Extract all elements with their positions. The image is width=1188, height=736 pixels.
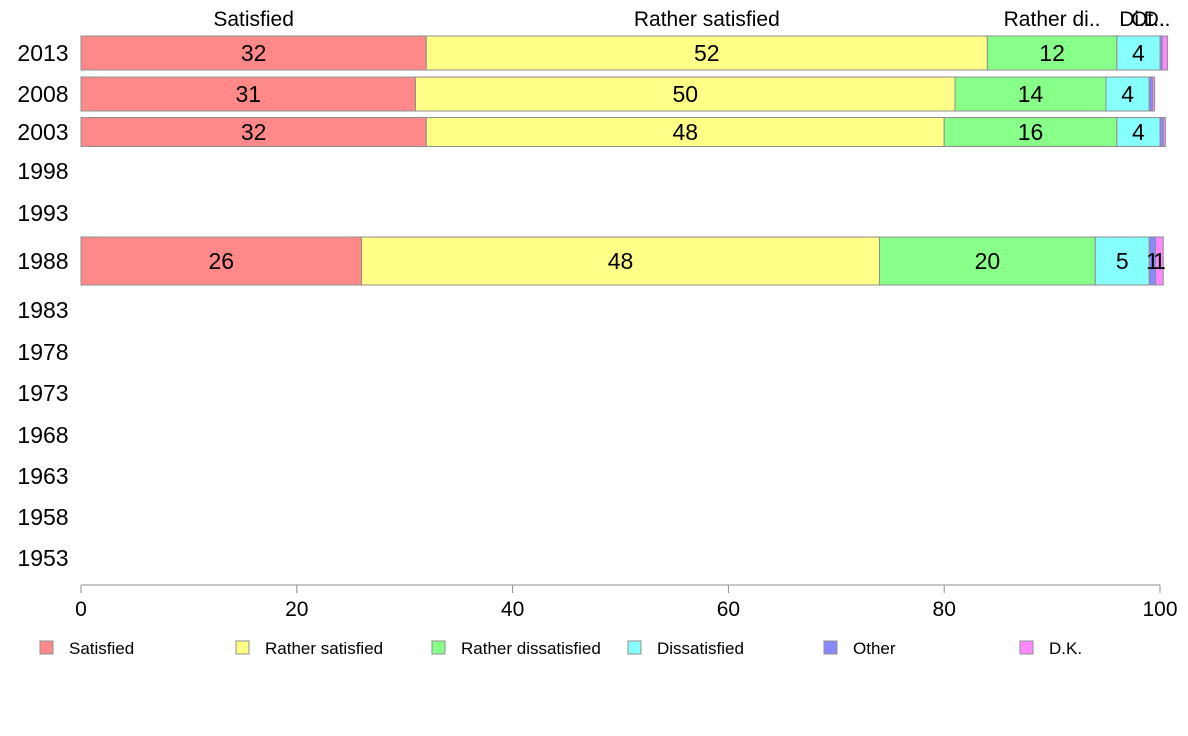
bar-data-label: 31 [235, 81, 261, 107]
legend: Satisfied Rather satisfied Rather dissatis… [39, 639, 1082, 658]
bar-segment [954, 76, 1107, 112]
y-tick-label: 1993 [17, 200, 68, 226]
bar-segment [425, 117, 945, 147]
bar-data-label: 48 [608, 248, 634, 274]
bars-group: 32 52 12 431 50 14 432 48 16 426 48 20 5 11 [80, 35, 1169, 286]
y-tick-label: 1953 [17, 545, 68, 571]
bar-data-label: 26 [208, 248, 234, 274]
x-axis: 0 20 40 60 80 100 [75, 584, 1178, 621]
y-tick-label: 1998 [17, 158, 68, 184]
bar-data-label: 52 [694, 40, 720, 66]
bar-segment [1151, 76, 1156, 112]
bar-data-label: 32 [241, 40, 267, 66]
x-tick-label: 40 [501, 598, 524, 621]
legend-swatch [627, 640, 642, 655]
x-tick-label: 60 [717, 598, 740, 621]
bar-segment [414, 76, 956, 112]
series-top-label: Rather di.. [1004, 8, 1101, 31]
series-top-label: Rather satisfied [634, 8, 780, 31]
x-tick-label: 20 [285, 598, 308, 621]
bar-segment [1116, 35, 1161, 71]
bar-segment [1162, 117, 1166, 147]
bar-data-label: 14 [1018, 81, 1044, 107]
y-tick-label: 2008 [17, 81, 68, 107]
bar-segment [80, 35, 427, 71]
y-tick-label: 1958 [17, 504, 68, 530]
y-axis-tick-labels: 2013 2008 2003 1998 1993 1988 1983 1978 1973 1968… [17, 40, 68, 571]
series-top-label: Ot.. [1131, 8, 1165, 31]
legend-label: Rather dissatisfied [461, 639, 601, 658]
bar-segment [1116, 117, 1161, 147]
x-tick-label: 80 [933, 598, 956, 621]
legend-swatch [235, 640, 250, 655]
bar-segment [80, 76, 416, 112]
y-tick-label: 1988 [17, 248, 68, 274]
series-top-label: D.. [1144, 8, 1171, 31]
legend-label: Dissatisfied [657, 639, 744, 658]
series-top-label: Satisfied [213, 8, 294, 31]
y-tick-label: 2013 [17, 40, 68, 66]
bar-data-label: 12 [1039, 40, 1065, 66]
bar-segment [986, 35, 1118, 71]
legend-swatch [39, 640, 54, 655]
bar-data-label: 16 [1018, 119, 1044, 145]
bar-data-label: 5 [1116, 248, 1129, 274]
x-tick-label: 0 [75, 598, 87, 621]
legend-label: Rather satisfied [265, 639, 383, 658]
bar-data-label: 1 [1153, 248, 1166, 274]
y-tick-label: 1968 [17, 422, 68, 448]
x-tick-label: 100 [1142, 598, 1177, 621]
legend-label: Satisfied [69, 639, 134, 658]
bar-segment [80, 236, 363, 286]
bar-data-label: 48 [672, 119, 698, 145]
bar-data-label: 4 [1121, 81, 1134, 107]
series-top-label: Di.. [1119, 8, 1151, 31]
top-series-labels: Satisfied Rather satisfied Rather di.. Di..… [213, 8, 1170, 31]
y-tick-label: 2003 [17, 119, 68, 145]
bar-data-label: 50 [672, 81, 698, 107]
legend-swatch [1019, 640, 1034, 655]
legend-label: D.K. [1049, 639, 1082, 658]
y-tick-label: 1973 [17, 380, 68, 406]
legend-label: Other [853, 639, 896, 658]
bar-segment [1161, 35, 1169, 71]
bar-segment [943, 117, 1118, 147]
y-tick-label: 1963 [17, 463, 68, 489]
bar-data-label: 4 [1132, 119, 1145, 145]
bar-data-label: 32 [241, 119, 267, 145]
y-tick-label: 1983 [17, 297, 68, 323]
bar-segment [1155, 236, 1164, 286]
bar-data-label: 4 [1132, 40, 1145, 66]
legend-swatch [431, 640, 446, 655]
bar-data-label: 20 [975, 248, 1001, 274]
legend-swatch [823, 640, 838, 655]
y-tick-label: 1978 [17, 339, 68, 365]
